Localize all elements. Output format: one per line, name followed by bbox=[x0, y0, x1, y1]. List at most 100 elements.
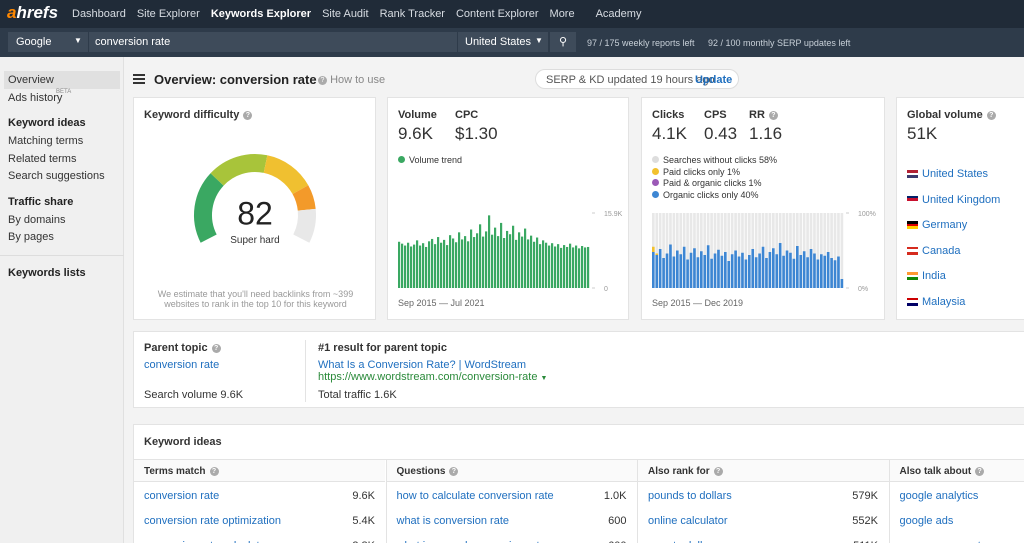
update-button[interactable]: Update bbox=[695, 74, 733, 86]
volume-bar bbox=[422, 243, 425, 288]
volume-bar bbox=[512, 225, 515, 288]
volume-bar bbox=[497, 236, 500, 288]
organic-bar bbox=[820, 254, 823, 288]
legend-text: Organic clicks only 40% bbox=[663, 189, 759, 200]
parent-label: Parent topic? bbox=[144, 342, 221, 354]
volume-bar bbox=[548, 245, 551, 288]
volume-bar bbox=[443, 239, 446, 288]
keyword-link[interactable]: what is a good conversion rate bbox=[397, 540, 546, 543]
gauge-segment bbox=[292, 185, 316, 212]
menu-icon[interactable] bbox=[133, 74, 145, 84]
keyword-link[interactable]: currency converter bbox=[900, 540, 991, 543]
flag bbox=[907, 272, 918, 281]
organic-bar bbox=[778, 243, 782, 288]
sidebar-item[interactable]: By domains bbox=[8, 213, 66, 226]
volume-bar bbox=[449, 235, 452, 288]
nav-item[interactable]: Content Explorer bbox=[455, 8, 539, 20]
sidebar-item[interactable]: By pages bbox=[8, 231, 54, 243]
parent-volume: Search volume 9.6K bbox=[144, 389, 244, 401]
country: United States bbox=[465, 36, 532, 48]
keyword-link[interactable]: google analytics bbox=[899, 490, 979, 502]
keyword-link[interactable]: euro to dollar bbox=[648, 540, 712, 543]
keyword-link[interactable]: conversion rate optimization bbox=[144, 515, 281, 527]
keyword-link[interactable]: conversion rate calculator bbox=[144, 540, 269, 543]
volume-bar bbox=[455, 242, 458, 288]
nav-item[interactable]: Keywords Explorer bbox=[210, 8, 312, 20]
sidebar-heading[interactable]: Keyword ideas bbox=[8, 117, 86, 129]
volume-bar bbox=[434, 244, 437, 288]
paid-bar bbox=[655, 253, 659, 255]
sidebar-item[interactable]: Matching terms bbox=[8, 135, 84, 147]
gauge: 82 Super hard bbox=[194, 154, 316, 246]
cps-value: 0.43 bbox=[704, 124, 738, 143]
bar-background bbox=[703, 213, 707, 288]
volume-bar bbox=[503, 238, 506, 288]
volume-bar bbox=[485, 231, 488, 288]
flag-stripe bbox=[907, 302, 918, 306]
keyword-link[interactable]: pounds to dollars bbox=[648, 490, 732, 502]
keyword-link[interactable]: conversion rate bbox=[144, 490, 220, 502]
engine-select[interactable]: Google ▼ bbox=[8, 32, 88, 52]
keyword-volume: 1.0K bbox=[603, 490, 627, 502]
country-select[interactable]: United States ▼ bbox=[458, 32, 548, 52]
keyword-link[interactable]: what is conversion rate bbox=[396, 515, 510, 527]
country-name: Germany bbox=[922, 219, 968, 231]
column-header: Also rank for? bbox=[638, 460, 889, 482]
organic-bar bbox=[696, 257, 700, 288]
kd-card: Keyword difficulty? 82 Super hard We est… bbox=[133, 97, 376, 320]
organic-bar bbox=[761, 246, 765, 288]
query-input[interactable]: conversion rate bbox=[89, 32, 457, 52]
bar-background bbox=[816, 213, 820, 288]
organic-bar bbox=[792, 258, 796, 288]
global-value: 51K bbox=[907, 124, 938, 143]
result-url[interactable]: https://www.wordstream.com/conversion-ra… bbox=[318, 371, 548, 383]
volume-bar bbox=[437, 237, 440, 288]
keyword-link[interactable]: google ads bbox=[899, 515, 954, 527]
nav-item[interactable]: Site Explorer bbox=[136, 8, 200, 20]
organic-bar bbox=[700, 251, 703, 288]
bar-background bbox=[720, 213, 724, 288]
result-traffic: Total traffic 1.6K bbox=[318, 389, 397, 401]
volume-bar bbox=[488, 215, 491, 288]
flag bbox=[907, 246, 918, 255]
kd-label: Keyword difficulty? bbox=[144, 109, 253, 121]
flag-stripe bbox=[907, 251, 918, 255]
help-icon: ? bbox=[975, 466, 985, 476]
logo[interactable]: ahrefs bbox=[7, 3, 59, 22]
flag bbox=[907, 170, 918, 179]
keyword-link[interactable]: online calculator bbox=[648, 515, 728, 527]
bar-background bbox=[806, 213, 809, 288]
nav-item[interactable]: Rank Tracker bbox=[379, 8, 445, 20]
keyword-link[interactable]: how to calculate conversion rate bbox=[396, 490, 554, 502]
header-text: Also rank for bbox=[648, 466, 710, 477]
nav-item[interactable]: Site Audit bbox=[322, 8, 369, 20]
sidebar-heading[interactable]: Keywords lists bbox=[8, 266, 86, 279]
flag-stripe bbox=[907, 277, 918, 281]
organic-bar bbox=[724, 252, 727, 288]
help[interactable]: ? How to use bbox=[314, 74, 385, 86]
bar-background bbox=[696, 213, 700, 288]
volume-bar bbox=[527, 239, 530, 288]
organic-bar bbox=[734, 250, 737, 288]
volume-bar bbox=[578, 248, 581, 288]
search-button[interactable]: ⚲ bbox=[550, 32, 576, 52]
sidebar-item[interactable]: Related terms bbox=[8, 152, 77, 165]
sidebar-item[interactable]: Search suggestions bbox=[8, 170, 105, 182]
engine: Google bbox=[16, 36, 52, 48]
divider bbox=[305, 340, 306, 402]
kd-label-text: Keyword difficulty bbox=[144, 109, 240, 121]
parent-topic[interactable]: conversion rate bbox=[144, 359, 220, 371]
sidebar-heading[interactable]: Traffic share bbox=[8, 195, 74, 208]
nav-item[interactable]: Academy bbox=[595, 8, 642, 20]
organic-bar bbox=[672, 256, 676, 288]
organic-bar bbox=[713, 253, 717, 288]
result-title[interactable]: What Is a Conversion Rate? | WordStream bbox=[318, 359, 527, 371]
sidebar-item[interactable]: Overview bbox=[4, 71, 120, 89]
sidebar-item[interactable]: Ads history BETA bbox=[4, 89, 120, 107]
nav-item[interactable]: More bbox=[549, 8, 575, 20]
volume-card: Volume CPC 9.6K $1.30 Volume trend 0 15.9… bbox=[387, 97, 629, 320]
volume-bar bbox=[479, 224, 482, 288]
nav-item[interactable]: Dashboard bbox=[72, 8, 126, 20]
organic-bar bbox=[785, 250, 789, 288]
flag-stripe bbox=[907, 297, 918, 301]
